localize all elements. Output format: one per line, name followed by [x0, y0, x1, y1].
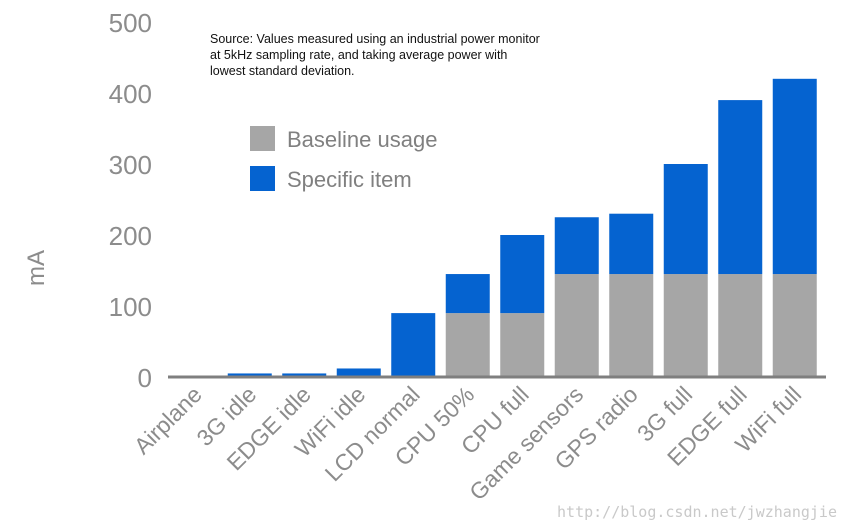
- y-tick-label: 100: [109, 292, 152, 322]
- bar-specific-segment: [282, 373, 327, 377]
- y-tick-label: 0: [138, 363, 152, 393]
- y-tick-label: 500: [109, 8, 152, 38]
- y-axis-ticks: 0 100 200 300 400 500: [109, 8, 152, 393]
- y-axis-label: mA: [23, 250, 50, 286]
- bar-specific-segment: [609, 213, 654, 275]
- watermark: http://blog.csdn.net/jwzhangjie: [557, 503, 837, 521]
- bar-specific-segment: [772, 78, 817, 275]
- bar-specific-segment: [663, 164, 708, 275]
- legend-label: Baseline usage: [287, 127, 437, 152]
- y-tick-label: 300: [109, 150, 152, 180]
- bar-specific-segment: [391, 313, 436, 377]
- bar-baseline-segment: [554, 274, 599, 377]
- bars: [173, 78, 817, 377]
- legend-swatch-specific: [250, 166, 275, 191]
- bar-baseline-segment: [609, 274, 654, 377]
- legend-label: Specific item: [287, 167, 412, 192]
- bar-baseline-segment: [445, 313, 490, 377]
- bar-specific-segment: [718, 100, 763, 275]
- bar-specific-segment: [500, 235, 545, 314]
- bar-baseline-segment: [500, 313, 545, 377]
- bar-specific-segment: [227, 373, 272, 377]
- y-tick-label: 200: [109, 221, 152, 251]
- bar-baseline-segment: [772, 274, 817, 377]
- bar-specific-segment: [336, 368, 381, 377]
- bar-baseline-segment: [718, 274, 763, 377]
- legend-swatch-baseline: [250, 126, 275, 151]
- legend: Baseline usage Specific item: [250, 126, 437, 192]
- bar-specific-segment: [554, 217, 599, 275]
- y-tick-label: 400: [109, 79, 152, 109]
- bar-specific-segment: [445, 274, 490, 314]
- source-annotation: Source: Values measured using an industr…: [210, 32, 540, 78]
- bar-baseline-segment: [663, 274, 708, 377]
